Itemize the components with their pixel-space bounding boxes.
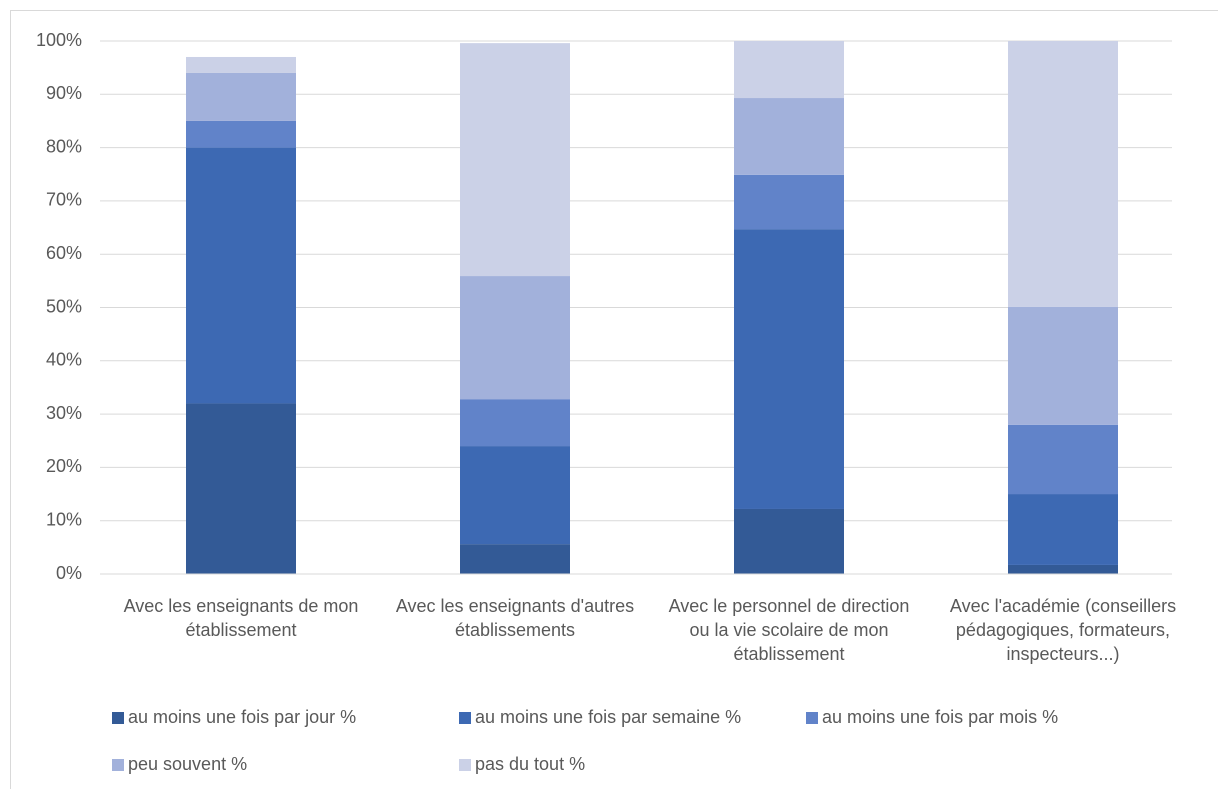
bar-segment <box>1008 41 1118 307</box>
bar-segment <box>186 72 296 121</box>
x-tick-label-box: Avec les enseignants d'autres établissem… <box>395 596 635 640</box>
y-tick-label: 30% <box>46 403 82 423</box>
y-tick-label: 10% <box>46 509 82 529</box>
bar-segment <box>460 399 570 447</box>
y-tick-label: 90% <box>46 83 82 103</box>
bar-segment <box>734 508 844 574</box>
x-tick-label-box: Avec les enseignants de mon établissemen… <box>123 596 359 640</box>
bar-segment <box>1008 424 1118 495</box>
y-tick-label: 0% <box>56 563 82 583</box>
y-tick-label: 80% <box>46 136 82 156</box>
y-tick-label: 60% <box>46 243 82 263</box>
legend-swatch <box>806 712 818 724</box>
bar-segment <box>186 147 296 404</box>
legend-label: peu souvent % <box>128 754 247 774</box>
bar-segment <box>734 41 844 99</box>
chart-border <box>10 10 1218 789</box>
bar-segment <box>186 56 296 73</box>
y-tick-label: 50% <box>46 296 82 316</box>
x-tick-label: Avec l'académie (conseillers pédagogique… <box>949 596 1177 664</box>
bar-segment <box>1008 306 1118 425</box>
y-tick-label: 40% <box>46 350 82 370</box>
bar-segment <box>1008 564 1118 574</box>
legend-label: au moins une fois par mois % <box>822 707 1058 727</box>
bar-segment <box>734 98 844 175</box>
legend-swatch <box>112 712 124 724</box>
bar-segment <box>186 403 296 574</box>
y-tick-label: 20% <box>46 456 82 476</box>
bar-segment <box>734 229 844 509</box>
x-tick-label: Avec les enseignants de mon établissemen… <box>123 596 359 640</box>
legend-label: au moins une fois par semaine % <box>475 707 741 727</box>
bar-segment <box>186 120 296 148</box>
x-tick-label: Avec les enseignants d'autres établissem… <box>395 596 635 640</box>
y-tick-label: 70% <box>46 190 82 210</box>
legend-label: au moins une fois par jour % <box>128 707 356 727</box>
legend-label: pas du tout % <box>475 754 585 774</box>
y-tick-label: 100% <box>36 30 82 50</box>
legend-swatch <box>459 712 471 724</box>
legend-swatch <box>459 759 471 771</box>
bar-segment <box>460 276 570 400</box>
bar-segment <box>734 174 844 230</box>
x-tick-label-box: Avec l'académie (conseillers pédagogique… <box>949 596 1177 664</box>
bar-segment <box>460 446 570 545</box>
bar-segment <box>460 544 570 574</box>
legend-swatch <box>112 759 124 771</box>
x-tick-label: Avec le personnel de direction ou la vie… <box>668 596 910 664</box>
bar-segment <box>460 43 570 277</box>
bar-segment <box>1008 494 1118 565</box>
x-tick-label-box: Avec le personnel de direction ou la vie… <box>668 596 910 664</box>
